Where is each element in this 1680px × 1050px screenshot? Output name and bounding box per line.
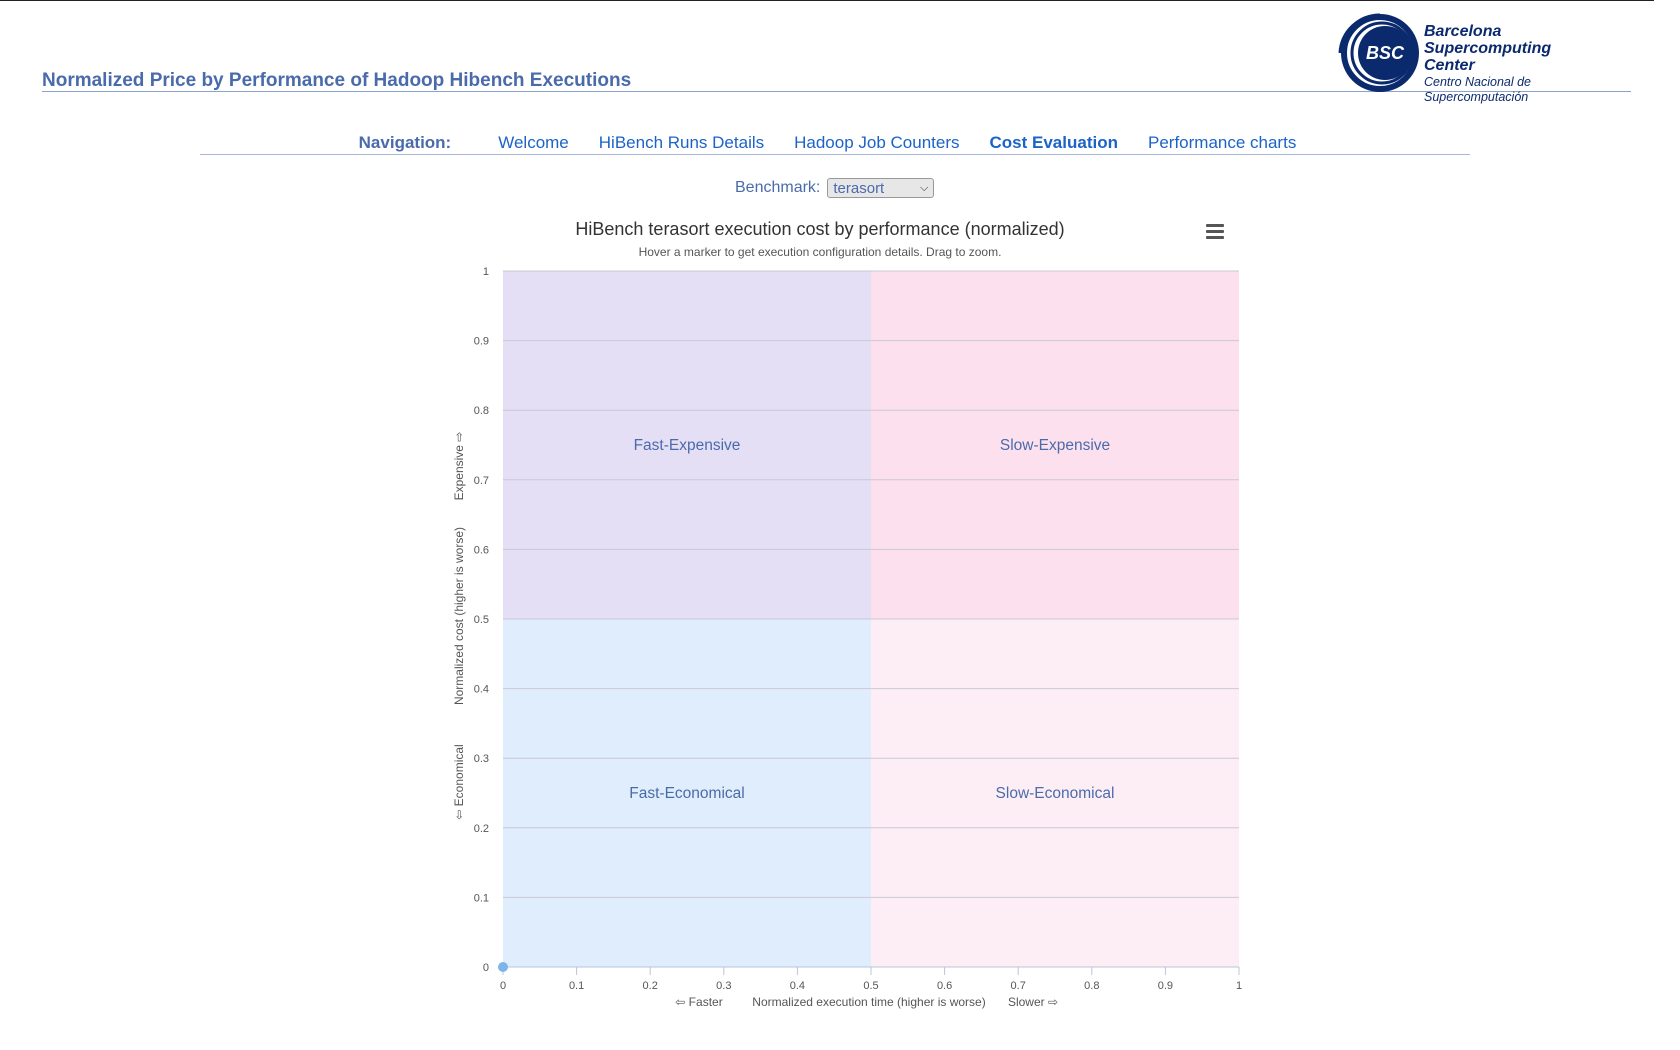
x-tick-label: 0.4 <box>790 980 805 992</box>
quadrant-bg-slow-economical <box>871 619 1239 967</box>
y-axis-label-expensive: Expensive ⇨ <box>452 432 466 501</box>
page-title: Normalized Price by Performance of Hadoo… <box>42 70 632 91</box>
axis-titles: ⇦ Faster Normalized execution time (highe… <box>452 432 1058 1009</box>
x-axis-title: Normalized execution time (higher is wor… <box>752 995 985 1009</box>
x-tick-label: 0.2 <box>643 980 658 992</box>
quadrant-label: Fast-Expensive <box>634 437 741 454</box>
logo-badge: BSC <box>1366 43 1405 63</box>
x-tick-label: 0.8 <box>1084 980 1099 992</box>
benchmark-label: Benchmark: <box>735 179 821 196</box>
y-tick-label: 0 <box>483 962 489 974</box>
quadrant-label: Slow-Expensive <box>1000 437 1110 454</box>
quadrant-labels: Fast-Expensive Slow-Expensive Fast-Economi… <box>629 437 1114 802</box>
quadrant-label: Slow-Economical <box>996 785 1115 802</box>
y-tick-labels: 0 0.1 0.2 0.3 0.4 0.5 0.6 0.7 0.8 0.9 1 <box>474 266 489 974</box>
y-tick-label: 1 <box>483 266 489 278</box>
bsc-logo-icon: BSC <box>1338 13 1419 92</box>
navigation-label: Navigation: <box>358 133 452 152</box>
y-axis-label-economical: ⇦ Economical <box>452 744 466 819</box>
quadrant-bg-fast-economical <box>503 619 871 967</box>
x-tick-label: 0.1 <box>569 980 584 992</box>
x-axis-label-faster: ⇦ Faster <box>675 995 722 1009</box>
chart-title: HiBench terasort execution cost by perfo… <box>575 219 1065 239</box>
chevron-down-icon: ⌵ <box>920 181 929 194</box>
logo-subtitle: Centro Nacional de Supercomputación <box>1424 75 1532 104</box>
axes <box>502 966 1240 975</box>
y-tick-label: 0.6 <box>474 544 489 556</box>
x-tick-label: 0.6 <box>937 980 952 992</box>
y-tick-label: 0.7 <box>474 475 489 487</box>
bsc-logo: BSC Barcelona Supercomputing Center Cent… <box>1330 13 1630 104</box>
nav-link-hibench-runs-details[interactable]: HiBench Runs Details <box>598 133 765 152</box>
title-divider <box>42 91 1631 92</box>
nav-link-performance-charts[interactable]: Performance charts <box>1147 133 1297 152</box>
quadrant-bg-slow-expensive <box>871 271 1239 619</box>
quadrant-bg-fast-expensive <box>503 271 871 619</box>
x-tick-label: 0 <box>500 980 506 992</box>
y-tick-label: 0.1 <box>474 892 489 904</box>
data-point <box>498 962 508 972</box>
chart-menu-icon[interactable] <box>1206 224 1224 240</box>
quadrant-label: Fast-Economical <box>629 785 744 802</box>
y-tick-label: 0.3 <box>474 753 489 765</box>
x-axis-label-slower: Slower ⇨ <box>1008 995 1058 1009</box>
navigation-bar: Navigation: Welcome HiBench Runs Details… <box>200 130 1470 156</box>
x-tick-label: 0.7 <box>1011 980 1026 992</box>
nav-link-hadoop-job-counters[interactable]: Hadoop Job Counters <box>794 133 960 152</box>
grid-lines <box>503 270 1239 968</box>
y-tick-label: 0.2 <box>474 823 489 835</box>
benchmark-selector: Benchmark: terasort ⌵ <box>735 178 935 198</box>
y-tick-label: 0.4 <box>474 684 489 696</box>
y-tick-label: 0.9 <box>474 336 489 348</box>
logo-line-1: Barcelona <box>1424 23 1502 40</box>
benchmark-select[interactable]: terasort ⌵ <box>827 178 935 198</box>
nav-link-cost-evaluation[interactable]: Cost Evaluation <box>989 133 1118 152</box>
x-tick-label: 0.5 <box>863 980 878 992</box>
y-tick-label: 0.8 <box>474 405 489 417</box>
navigation-divider <box>200 154 1470 155</box>
data-points <box>498 962 508 972</box>
logo-line-3: Center <box>1424 57 1475 74</box>
x-tick-label: 0.9 <box>1158 980 1173 992</box>
x-tick-labels: 0 0.1 0.2 0.3 0.4 0.5 0.6 0.7 0.8 0.9 1 <box>500 980 1242 992</box>
top-border <box>0 0 1654 1</box>
chart-subtitle: Hover a marker to get execution configur… <box>638 245 1002 259</box>
quadrant-backgrounds <box>503 271 1239 967</box>
benchmark-selected-value: terasort <box>833 179 885 197</box>
y-axis-title: Normalized cost (higher is worse) <box>452 527 466 705</box>
x-tick-label: 1 <box>1236 980 1242 992</box>
x-tick-label: 0.3 <box>716 980 731 992</box>
logo-line-2: Supercomputing <box>1424 40 1552 57</box>
nav-link-welcome[interactable]: Welcome <box>498 133 569 152</box>
y-tick-label: 0.5 <box>474 614 489 626</box>
